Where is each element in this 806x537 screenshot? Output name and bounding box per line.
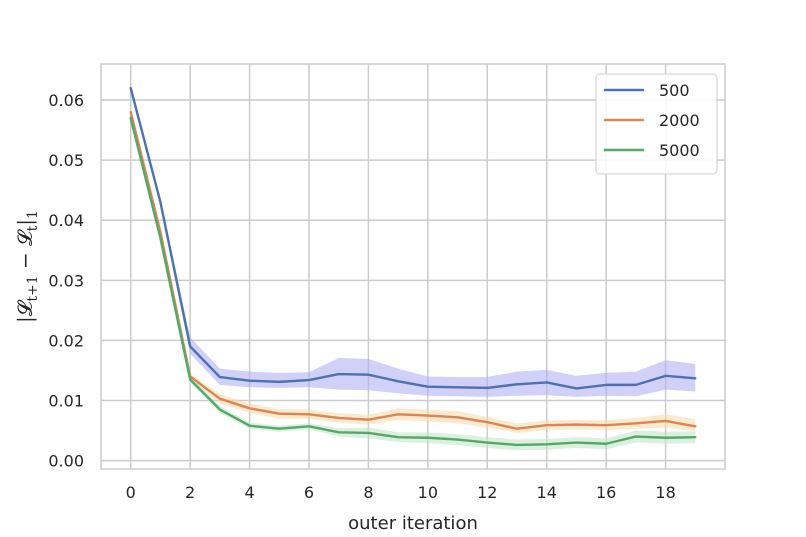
- series-line-5000: [129, 116, 697, 447]
- series-line-500: [129, 86, 697, 390]
- y-tick-label: 0.01: [48, 391, 84, 410]
- y-tick-labels: 0.00 0.01 0.02 0.03 0.04 0.05 0.06: [48, 91, 84, 471]
- series-line-2000: [129, 110, 697, 430]
- y-tick-label: 0.00: [48, 452, 84, 471]
- y-axis-label: |𝓛t+1 − 𝓛t|1: [13, 210, 41, 323]
- x-tick-label: 16: [596, 483, 616, 502]
- x-tick-label: 6: [304, 483, 314, 502]
- y-tick-label: 0.04: [48, 211, 84, 230]
- x-tick-label: 12: [477, 483, 497, 502]
- legend-items: 500 2000 5000: [603, 81, 700, 160]
- x-tick-label: 2: [185, 483, 195, 502]
- series-lines: [129, 86, 697, 447]
- legend-label-500: 500: [659, 81, 690, 100]
- legend-label-2000: 2000: [659, 111, 700, 130]
- y-axis-label-part: − 𝓛: [13, 229, 37, 275]
- y-axis-label-part: |: [13, 219, 38, 226]
- y-tick-label: 0.06: [48, 91, 84, 110]
- x-tick-label: 8: [363, 483, 373, 502]
- x-tick-label: 14: [537, 483, 557, 502]
- y-axis-label-subscript: t+1: [25, 275, 41, 301]
- x-tick-label: 18: [655, 483, 675, 502]
- x-tick-labels: 0 2 4 6 8 10 12 14 16 18: [126, 483, 676, 502]
- y-axis-label-part: |𝓛: [13, 299, 38, 323]
- y-axis-label-subscript: t: [25, 225, 41, 231]
- legend: 500 2000 5000: [595, 73, 718, 175]
- x-tick-label: 0: [126, 483, 136, 502]
- y-tick-label: 0.02: [48, 331, 84, 350]
- legend-label-5000: 5000: [659, 141, 700, 160]
- y-axis-label-subscript: 1: [25, 210, 41, 219]
- plot-frame: [100, 63, 726, 470]
- x-tick-label: 10: [418, 483, 438, 502]
- y-tick-label: 0.05: [48, 151, 84, 170]
- x-tick-label: 4: [244, 483, 254, 502]
- x-axis-label: outer iteration: [348, 513, 478, 534]
- y-tick-label: 0.03: [48, 271, 84, 290]
